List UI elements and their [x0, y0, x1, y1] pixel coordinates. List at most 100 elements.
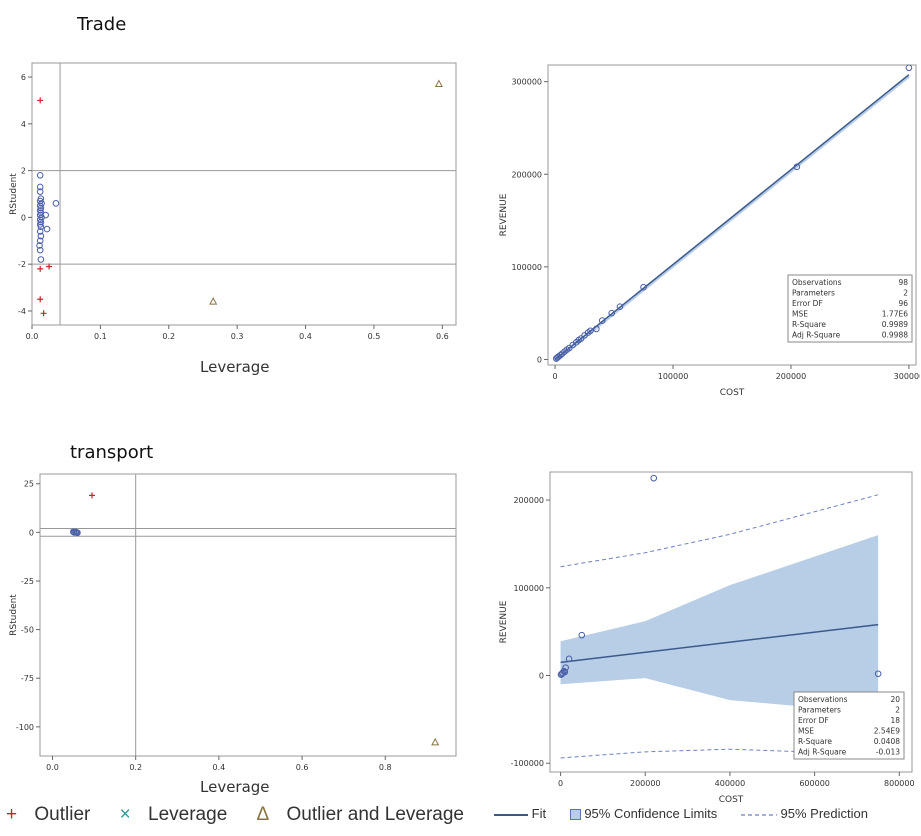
data-point — [565, 655, 573, 663]
stats-value: 2 — [895, 706, 900, 715]
data-point — [608, 309, 615, 317]
x-axis-label-transport-leverage: Leverage — [200, 778, 270, 796]
stats-label: Error DF — [792, 299, 823, 308]
data-point — [560, 667, 568, 675]
chart-trade-leverage-svg: 0.0 0.1 0.2 0.3 0.4 0.5 0.6 -4 -2 0 2 4 6 RStudent — [9, 62, 457, 341]
y-tick-label: 25 — [24, 480, 34, 489]
legend-label-prediction: 95% Prediction — [780, 806, 868, 821]
x-axis-label-trade-leverage: Leverage — [200, 358, 270, 376]
fit-statistics-table: Observations 20 Parameters 2 Error DF 18 MSE 2.… — [793, 691, 905, 760]
y-tick-label: 0 — [29, 528, 34, 537]
stats-value: 2.54E9 — [874, 727, 900, 736]
x-tick-label: 0.3 — [231, 332, 244, 341]
data-point — [616, 303, 624, 310]
chart-transport-fit-svg: 0 200000 400000 600000 800000 -100000 0 100000 2… — [499, 471, 915, 804]
plot-frame — [549, 471, 913, 773]
chart-transport-fit: 0 200000 400000 600000 800000 -100000 0 100000 2… — [492, 464, 920, 804]
x-tick-label: 0.2 — [129, 763, 142, 772]
stats-value: 1.77E6 — [882, 310, 908, 319]
data-point — [37, 256, 45, 263]
x-tick-label: 0.4 — [299, 332, 312, 341]
chart-transport-leverage: 0.0 0.2 0.4 0.6 0.8 -100 -75 -50 -25 0 25 RStudent — [6, 468, 464, 778]
stats-label: Observations — [792, 278, 842, 287]
plot-frame — [39, 473, 457, 757]
prediction-line-icon — [740, 813, 777, 816]
x-tick-label: 0.0 — [26, 332, 39, 341]
data-point — [72, 528, 80, 536]
x-tick-label: 0.6 — [436, 332, 449, 341]
cross-icon: × — [119, 804, 131, 825]
y-tick-label: 100000 — [513, 584, 544, 593]
stats-label: MSE — [792, 310, 808, 319]
x-tick-label: 0.4 — [213, 763, 226, 772]
confidence-band — [560, 535, 879, 714]
y-tick-label: -2 — [18, 260, 26, 269]
y-axis-label: REVENUE — [499, 600, 509, 643]
stats-value: 2 — [903, 289, 908, 298]
legend-item-outlier-and-leverage: Δ Outlier and Leverage — [257, 804, 476, 825]
y-tick-label: -25 — [21, 577, 34, 586]
legend-item-confidence: 95% Confidence Limits — [569, 806, 731, 821]
y-tick-label: -100000 — [511, 759, 544, 768]
x-tick-label: 200000 — [776, 372, 807, 381]
legend-label-outlier: Outlier — [34, 804, 91, 825]
x-tick-label: 400000 — [715, 779, 746, 788]
x-tick-label: 0.8 — [379, 763, 392, 772]
data-point — [874, 670, 882, 678]
legend-label-leverage: Leverage — [148, 804, 228, 825]
prediction-upper-line — [560, 494, 879, 568]
triangle-icon: Δ — [256, 804, 270, 825]
data-point — [562, 664, 569, 671]
stats-value: 0.0408 — [874, 737, 900, 746]
chart-trade-fit-svg: 0 100000 200000 300000 0 100000 200000 300000 RE… — [499, 64, 920, 398]
stats-table-frame — [793, 691, 905, 760]
legend-item-fit: Fit — [494, 806, 560, 821]
stats-value: 0.9988 — [882, 331, 908, 340]
stats-label: Parameters — [798, 706, 841, 715]
x-tick-label: 100000 — [658, 372, 689, 381]
outlier-leverage-point — [434, 79, 443, 88]
legend-leverage: + Outlier × Leverage Δ Outlier and Lever… — [6, 804, 488, 826]
data-point — [640, 283, 647, 291]
data-point — [36, 183, 44, 191]
data-point — [36, 171, 44, 179]
data-point — [37, 223, 45, 231]
y-tick-label: 4 — [21, 120, 26, 129]
data-point — [578, 631, 586, 639]
legend-label-fit: Fit — [531, 806, 547, 821]
stats-label: MSE — [798, 727, 814, 736]
data-point — [36, 228, 44, 235]
data-point — [905, 64, 913, 72]
x-tick-label: 0.2 — [162, 332, 175, 341]
data-point — [36, 242, 43, 249]
data-point — [793, 163, 801, 171]
x-tick-label: 200000 — [630, 779, 661, 788]
y-axis-label: RStudent — [9, 594, 19, 636]
data-point — [42, 211, 49, 219]
legend-label-confidence: 95% Confidence Limits — [584, 806, 718, 821]
data-point — [598, 317, 606, 324]
legend-fit: Fit 95% Confidence Limits 95% Prediction — [494, 806, 888, 821]
confidence-band-icon — [569, 809, 581, 821]
y-tick-label: 2 — [21, 167, 26, 176]
x-tick-label: 0 — [558, 779, 563, 788]
plus-icon: + — [6, 804, 18, 825]
x-tick-label: 600000 — [799, 779, 830, 788]
outlier-leverage-point — [431, 737, 440, 746]
data-point — [561, 668, 569, 676]
stats-value: 20 — [890, 695, 900, 704]
y-tick-label: -50 — [21, 626, 34, 635]
x-tick-label: 0.6 — [296, 763, 309, 772]
chart-trade-fit: 0 100000 200000 300000 0 100000 200000 300000 RE… — [492, 57, 920, 402]
data-point — [52, 200, 60, 207]
data-point — [37, 232, 45, 240]
outlier-point — [37, 265, 44, 272]
stats-label: Adj R-Square — [792, 331, 841, 340]
outlier-point — [46, 263, 53, 270]
y-tick-label: 6 — [21, 73, 26, 82]
section-title-transport: transport — [70, 442, 154, 463]
stats-table-frame — [787, 274, 913, 343]
stats-label: R-Square — [798, 737, 832, 746]
data-point — [587, 327, 594, 335]
chart-transport-leverage-svg: 0.0 0.2 0.4 0.6 0.8 -100 -75 -50 -25 0 25 RStudent — [9, 473, 457, 772]
